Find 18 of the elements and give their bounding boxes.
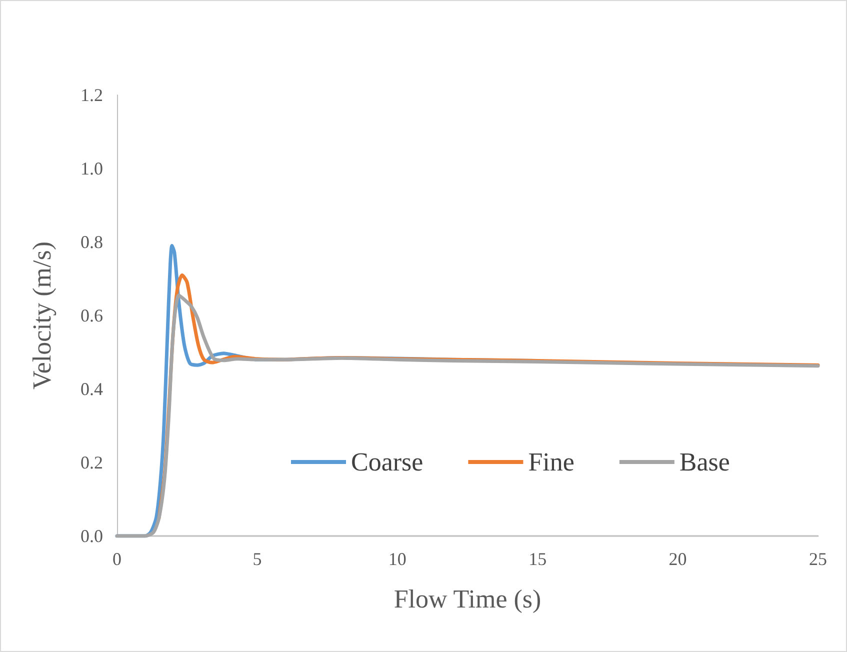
y-tick-label: 0.6 xyxy=(80,306,103,326)
x-tick-label: 20 xyxy=(668,549,687,569)
y-tick-label: 1.2 xyxy=(80,85,103,105)
x-axis-title: Flow Time (s) xyxy=(394,584,542,614)
legend-label: Base xyxy=(679,448,730,476)
y-tick-label: 0.8 xyxy=(80,232,103,252)
y-tick-label: 0.0 xyxy=(80,526,103,546)
y-tick-label: 0.4 xyxy=(80,379,103,399)
x-tick-label: 25 xyxy=(809,549,827,569)
y-tick-label: 0.2 xyxy=(80,452,103,472)
x-tick-label: 5 xyxy=(252,549,262,569)
x-tick-label: 15 xyxy=(528,549,547,569)
y-tick-label: 1.0 xyxy=(80,158,103,178)
x-tick-label: 0 xyxy=(112,549,122,569)
x-tick-label: 10 xyxy=(388,549,406,569)
legend-label: Fine xyxy=(528,448,574,476)
legend-label: Coarse xyxy=(351,448,424,476)
y-axis-title: Velocity (m/s) xyxy=(28,241,56,390)
